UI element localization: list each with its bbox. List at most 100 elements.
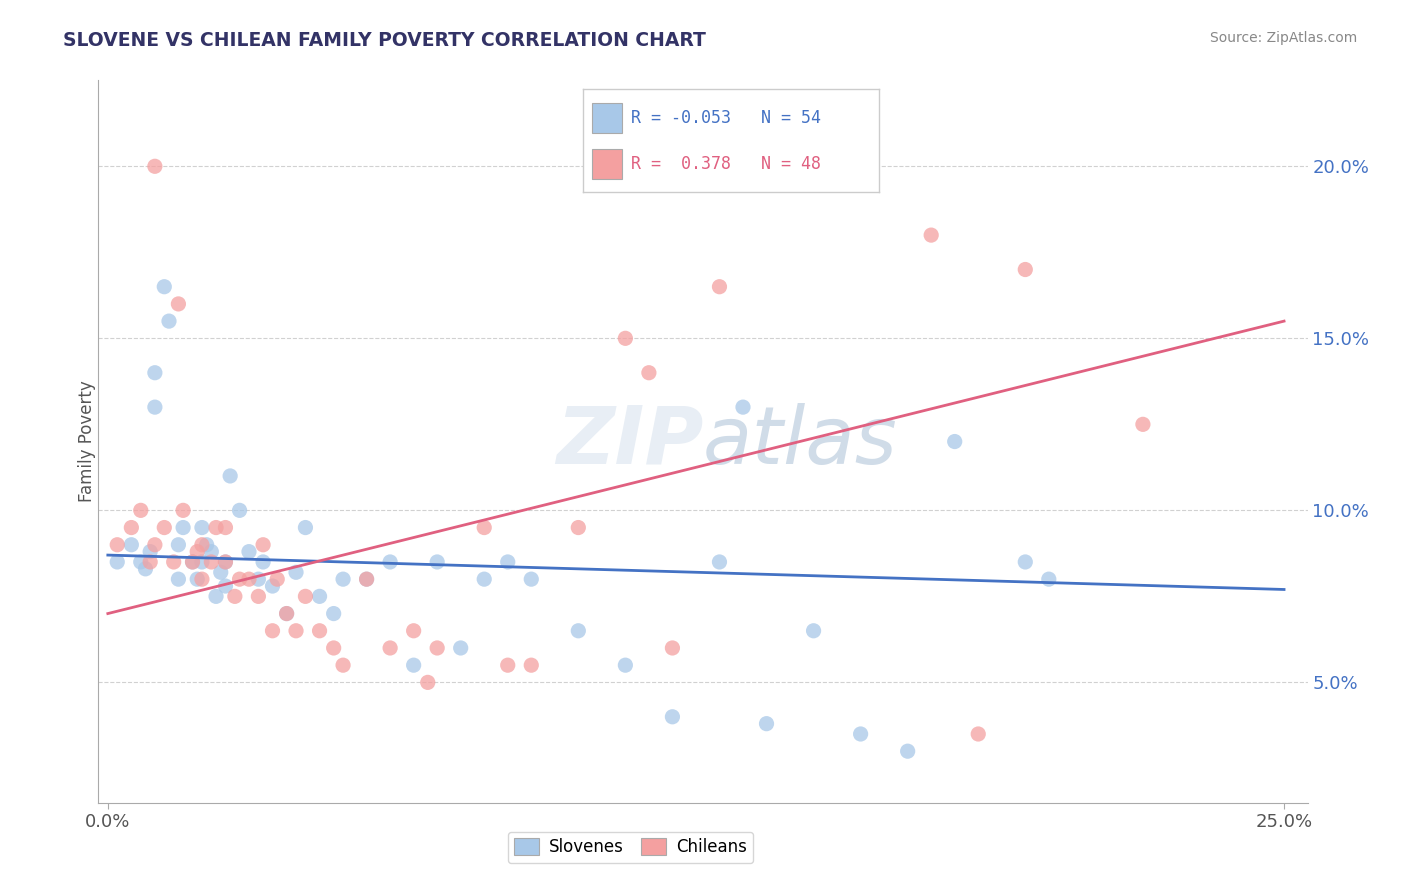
- Point: [450, 640, 472, 655]
- Point: [214, 555, 236, 569]
- Point: [252, 538, 274, 552]
- Point: [332, 572, 354, 586]
- Point: [186, 572, 208, 586]
- Point: [214, 520, 236, 534]
- Point: [200, 544, 222, 558]
- Text: R =  0.378   N = 48: R = 0.378 N = 48: [631, 155, 821, 173]
- Point: [472, 572, 495, 586]
- Point: [139, 544, 162, 558]
- Point: [897, 744, 920, 758]
- Point: [172, 503, 194, 517]
- Point: [191, 572, 214, 586]
- Point: [294, 590, 316, 604]
- Point: [849, 727, 872, 741]
- Point: [803, 624, 825, 638]
- Text: atlas: atlas: [703, 402, 898, 481]
- Point: [191, 538, 214, 552]
- Point: [219, 469, 242, 483]
- Point: [205, 590, 228, 604]
- Point: [129, 555, 152, 569]
- Point: [252, 555, 274, 569]
- Point: [496, 555, 519, 569]
- Point: [731, 400, 754, 414]
- Point: [228, 503, 250, 517]
- Point: [567, 624, 589, 638]
- FancyBboxPatch shape: [592, 149, 621, 179]
- Point: [181, 555, 204, 569]
- Point: [308, 624, 330, 638]
- Y-axis label: Family Poverty: Family Poverty: [79, 381, 96, 502]
- Point: [1038, 572, 1060, 586]
- Point: [143, 366, 166, 380]
- Point: [1014, 555, 1036, 569]
- Point: [920, 228, 942, 243]
- Point: [1014, 262, 1036, 277]
- Point: [1132, 417, 1154, 432]
- Point: [205, 520, 228, 534]
- Legend: Slovenes, Chileans: Slovenes, Chileans: [508, 831, 754, 863]
- Point: [186, 544, 208, 558]
- Text: R = -0.053   N = 54: R = -0.053 N = 54: [631, 109, 821, 127]
- Point: [120, 538, 142, 552]
- Point: [262, 624, 284, 638]
- Point: [378, 555, 401, 569]
- Point: [167, 572, 190, 586]
- Point: [276, 607, 298, 621]
- Point: [214, 555, 236, 569]
- Point: [294, 520, 316, 534]
- Point: [308, 590, 330, 604]
- Point: [266, 572, 288, 586]
- Point: [567, 520, 589, 534]
- Point: [402, 658, 425, 673]
- Point: [167, 297, 190, 311]
- Point: [191, 555, 214, 569]
- Point: [322, 607, 344, 621]
- Point: [238, 572, 260, 586]
- Point: [105, 538, 128, 552]
- Point: [134, 562, 156, 576]
- Point: [157, 314, 180, 328]
- Point: [356, 572, 378, 586]
- Text: Source: ZipAtlas.com: Source: ZipAtlas.com: [1209, 31, 1357, 45]
- Point: [172, 520, 194, 534]
- Point: [276, 607, 298, 621]
- Point: [143, 400, 166, 414]
- Point: [638, 366, 661, 380]
- Point: [322, 640, 344, 655]
- Point: [402, 624, 425, 638]
- Point: [214, 579, 236, 593]
- Point: [163, 555, 186, 569]
- Point: [143, 538, 166, 552]
- Point: [247, 572, 270, 586]
- Point: [709, 555, 731, 569]
- Point: [967, 727, 990, 741]
- Point: [285, 624, 308, 638]
- Point: [614, 658, 637, 673]
- Point: [153, 279, 176, 293]
- Point: [496, 658, 519, 673]
- Point: [191, 520, 214, 534]
- Point: [139, 555, 162, 569]
- Point: [238, 544, 260, 558]
- Point: [426, 555, 449, 569]
- Point: [200, 555, 222, 569]
- Point: [129, 503, 152, 517]
- Point: [153, 520, 176, 534]
- Point: [167, 538, 190, 552]
- Point: [181, 555, 204, 569]
- Point: [224, 590, 246, 604]
- Point: [472, 520, 495, 534]
- Point: [416, 675, 439, 690]
- Point: [332, 658, 354, 673]
- Point: [520, 572, 543, 586]
- Text: ZIP: ZIP: [555, 402, 703, 481]
- Point: [755, 716, 778, 731]
- Point: [709, 279, 731, 293]
- Point: [943, 434, 966, 449]
- Text: SLOVENE VS CHILEAN FAMILY POVERTY CORRELATION CHART: SLOVENE VS CHILEAN FAMILY POVERTY CORREL…: [63, 31, 706, 50]
- Point: [661, 710, 683, 724]
- Point: [120, 520, 142, 534]
- Point: [143, 159, 166, 173]
- Point: [247, 590, 270, 604]
- Point: [285, 566, 308, 580]
